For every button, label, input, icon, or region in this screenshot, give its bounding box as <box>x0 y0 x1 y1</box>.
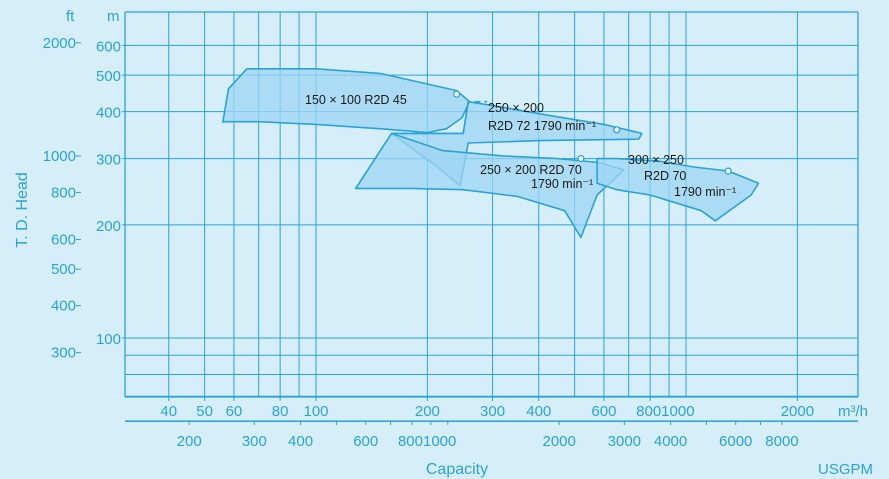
pump-regions <box>222 68 760 239</box>
x-unit-secondary: USGPM <box>818 461 873 478</box>
x-tick-label: 60 <box>226 403 243 420</box>
y-unit-ft: ft <box>66 8 75 25</box>
operating-point-marker <box>577 154 585 163</box>
y-tick-label-ft: 600 <box>51 231 76 248</box>
pump-label: 1790 min⁻¹ <box>674 185 736 199</box>
usgpm-tick-label: 8000 <box>765 433 798 450</box>
pump-label: 250 × 200 R2D 70 <box>480 163 582 177</box>
y-tick-label-ft: 300 <box>51 345 76 362</box>
x-tick-label: 80 <box>272 403 289 420</box>
grid <box>125 12 858 422</box>
y-tick-label-m: 300 <box>96 152 121 169</box>
x-tick-label: 200 <box>415 403 440 420</box>
pump-labels: 150 × 100 R2D 45 250 × 200 R2D 72 1790 min… <box>305 93 736 199</box>
y-tick-label-ft: 2000 <box>43 35 76 52</box>
x-unit-primary: m³/h <box>838 403 868 420</box>
operating-markers <box>453 90 732 175</box>
pump-region <box>222 68 471 134</box>
overlap-boundary <box>391 100 488 135</box>
y-tick-label-m: 200 <box>96 218 121 235</box>
usgpm-tick-label: 3000 <box>608 433 641 450</box>
y-tick-label-m: 100 <box>96 331 121 348</box>
usgpm-tick-label: 6000 <box>719 433 752 450</box>
pump-label: 150 × 100 R2D 45 <box>305 93 407 107</box>
y-tick-label-ft: 1000 <box>43 148 76 165</box>
x-axis-title: Capacity <box>426 461 488 478</box>
operating-point-marker <box>613 126 621 134</box>
y-tick-label-ft: 500 <box>51 261 76 278</box>
pump-region <box>596 157 760 222</box>
x-tick-label: 400 <box>526 403 551 420</box>
y-tick-label-m: 400 <box>96 105 121 122</box>
y-tick-label-m: 500 <box>96 68 121 85</box>
pump-label: 1790 min⁻¹ <box>531 177 593 191</box>
x-tick-label: 40 <box>160 403 177 420</box>
operating-point-marker <box>453 90 461 98</box>
y-axis-title: T. D. Head <box>14 172 31 248</box>
usgpm-tick-label: 4000 <box>654 433 687 450</box>
usgpm-tick-label: 200 <box>177 433 202 450</box>
x-tick-label: 600 <box>591 403 616 420</box>
y-tick-label-ft: 800 <box>51 184 76 201</box>
y-tick-label-ft: 400 <box>51 298 76 315</box>
pump-label: R2D 72 1790 min⁻¹ <box>488 119 596 133</box>
x-tick-label: 300 <box>480 403 505 420</box>
x-tick-label: 8001000 <box>636 403 694 420</box>
axes: 1002003004005006003004005006008001000200… <box>43 11 859 450</box>
usgpm-tick-label: 8001000 <box>398 433 456 450</box>
x-tick-label: 50 <box>196 403 213 420</box>
pump-label: R2D 70 <box>644 169 686 183</box>
pump-label: 250 × 200 <box>488 101 544 115</box>
usgpm-tick-label: 300 <box>242 433 267 450</box>
usgpm-tick-label: 400 <box>288 433 313 450</box>
usgpm-tick-label: 2000 <box>543 433 576 450</box>
x-tick-label: 2000 <box>781 403 814 420</box>
pump-label: 300 × 250 <box>628 153 684 167</box>
x-tick-label: 100 <box>303 403 328 420</box>
operating-point-marker <box>724 167 732 175</box>
y-tick-label-m: 600 <box>96 38 121 55</box>
usgpm-tick-label: 600 <box>353 433 378 450</box>
y-unit-m: m <box>107 8 120 25</box>
